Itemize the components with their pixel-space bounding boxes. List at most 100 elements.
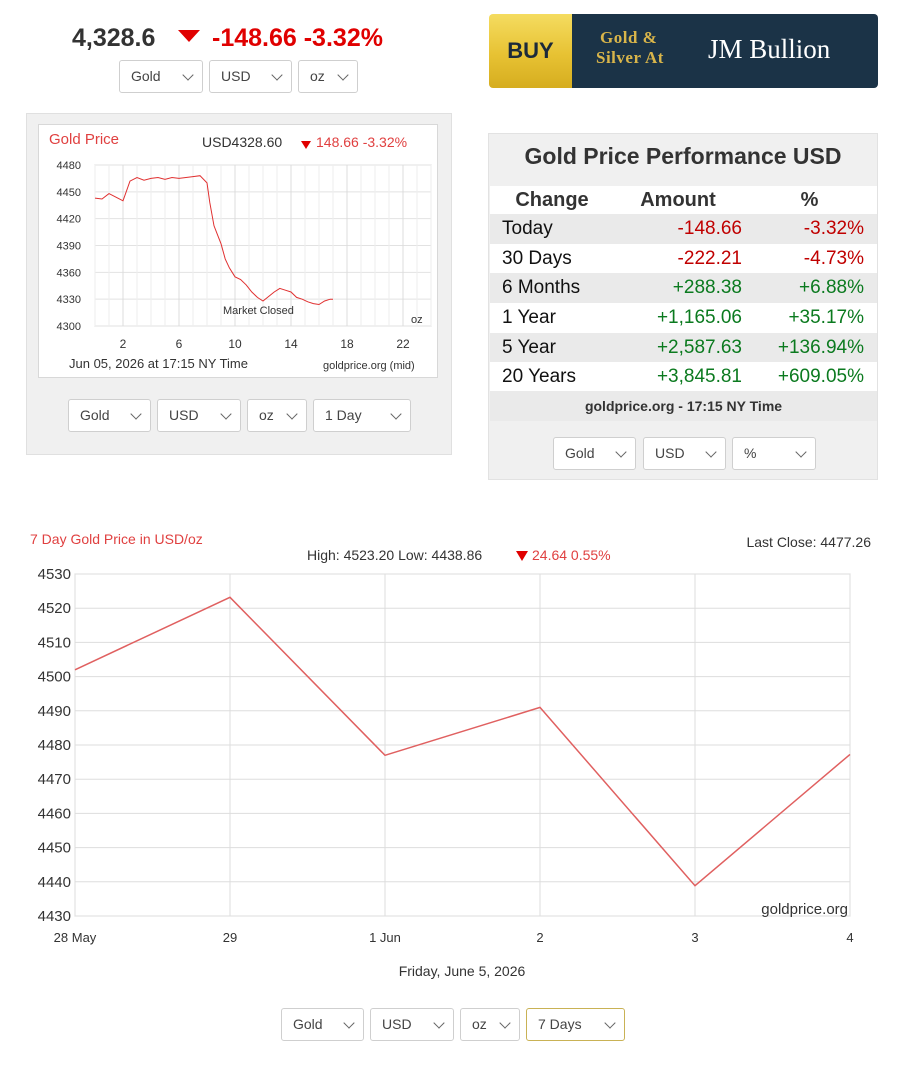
period-cell: 1 Year bbox=[490, 303, 614, 333]
header-change: Change bbox=[515, 188, 589, 211]
big-chart-series-line bbox=[74, 596, 851, 887]
big-y-tick-label: 4480 bbox=[38, 737, 71, 754]
big-unit-select[interactable]: oz bbox=[460, 1008, 520, 1041]
amount-cell: +2,587.63 bbox=[614, 332, 742, 363]
down-arrow-icon bbox=[178, 30, 200, 42]
small-chart-header-price: USD4328.60 bbox=[202, 134, 282, 150]
amount-cell: +3,845.81 bbox=[614, 362, 742, 393]
small-chart-y-ticks: 4300 4330 4360 4390 4420 4450 4480 bbox=[57, 160, 81, 333]
ad-brand-area: Gold & Silver At JM Bullion bbox=[572, 14, 878, 88]
jm-bullion-ad-banner[interactable]: BUY Gold & Silver At JM Bullion bbox=[489, 14, 878, 88]
perf-mode-select[interactable]: % bbox=[732, 437, 816, 470]
small-unit-select[interactable]: oz bbox=[247, 399, 307, 432]
big-chart-y-ticks: 4430 4440 4450 4460 4470 4480 4490 4500 4510 4520… bbox=[38, 566, 71, 925]
perf-mode-select-value: % bbox=[744, 445, 757, 461]
percent-cell: +609.05% bbox=[742, 362, 877, 393]
period-cell: 20 Years bbox=[490, 362, 614, 393]
big-x-tick-label: 4 bbox=[846, 930, 853, 945]
small-chart-x-ticks: 2 6 10 14 18 22 bbox=[120, 337, 410, 351]
small-x-tick-label: 18 bbox=[340, 337, 354, 351]
small-currency-select[interactable]: USD bbox=[157, 399, 241, 432]
table-row: Today -148.66 -3.32% bbox=[490, 214, 877, 244]
chevron-down-icon bbox=[337, 69, 349, 81]
ad-tagline-line2: Silver At bbox=[596, 48, 664, 67]
currency-select[interactable]: USD bbox=[209, 60, 292, 93]
percent-cell: +136.94% bbox=[742, 332, 877, 363]
chevron-down-icon bbox=[604, 1017, 616, 1029]
table-row: 1 Year +1,165.06 +35.17% bbox=[490, 303, 877, 333]
small-x-tick-label: 14 bbox=[284, 337, 298, 351]
big-chart-x-ticks: 28 May 29 1 Jun 2 3 4 bbox=[54, 930, 854, 945]
small-x-tick-label: 6 bbox=[176, 337, 183, 351]
jm-bullion-logo: JM Bullion bbox=[708, 34, 831, 64]
big-x-tick-label: 3 bbox=[691, 930, 698, 945]
unit-select-value: oz bbox=[310, 68, 325, 84]
chevron-down-icon bbox=[499, 1017, 511, 1029]
big-x-tick-label: 1 Jun bbox=[369, 930, 401, 945]
small-chart-grid bbox=[94, 164, 432, 327]
small-y-tick-label: 4330 bbox=[57, 294, 81, 306]
table-row: 30 Days -222.21 -4.73% bbox=[490, 243, 877, 274]
chevron-down-icon bbox=[433, 1017, 445, 1029]
big-chart-watermark: goldprice.org bbox=[761, 901, 848, 918]
table-row: 5 Year +2,587.63 +136.94% bbox=[490, 332, 877, 363]
period-cell: 30 Days bbox=[490, 243, 614, 274]
big-chart-title: 7 Day Gold Price in USD/oz bbox=[30, 531, 203, 547]
big-y-tick-label: 4430 bbox=[38, 908, 71, 925]
performance-footer: goldprice.org - 17:15 NY Time bbox=[490, 391, 877, 421]
chevron-down-icon bbox=[130, 408, 142, 420]
small-period-select[interactable]: 1 Day bbox=[313, 399, 411, 432]
small-y-tick-label: 4450 bbox=[57, 187, 81, 199]
chevron-down-icon bbox=[220, 408, 232, 420]
period-cell: 6 Months bbox=[490, 273, 614, 304]
big-down-arrow-icon bbox=[516, 551, 528, 561]
small-chart-source: goldprice.org (mid) bbox=[323, 360, 415, 372]
chevron-down-icon bbox=[343, 1017, 355, 1029]
unit-select[interactable]: oz bbox=[298, 60, 358, 93]
big-metal-select[interactable]: Gold bbox=[281, 1008, 364, 1041]
performance-header-row: Change Amount % bbox=[490, 186, 877, 214]
market-closed-annotation: Market Closed bbox=[223, 305, 294, 317]
small-chart-unit: oz bbox=[411, 314, 423, 326]
perf-currency-select[interactable]: USD bbox=[643, 437, 726, 470]
big-period-select-value: 7 Days bbox=[538, 1016, 582, 1032]
small-metal-select[interactable]: Gold bbox=[68, 399, 151, 432]
percent-cell: -4.73% bbox=[742, 243, 877, 274]
small-down-arrow-icon bbox=[301, 141, 311, 149]
header-amount: Amount bbox=[640, 188, 716, 211]
small-x-tick-label: 10 bbox=[228, 337, 242, 351]
period-cell: 5 Year bbox=[490, 332, 614, 363]
big-chart-grid bbox=[74, 573, 851, 917]
small-chart-frame: Gold Price USD4328.60 148.66 -3.32% 4300… bbox=[38, 124, 438, 378]
big-currency-select[interactable]: USD bbox=[370, 1008, 454, 1041]
table-row: 20 Years +3,845.81 +609.05% bbox=[490, 362, 877, 393]
big-chart-date-caption: Friday, June 5, 2026 bbox=[399, 963, 526, 979]
big-x-tick-label: 2 bbox=[536, 930, 543, 945]
table-row: 6 Months +288.38 +6.88% bbox=[490, 273, 877, 304]
small-x-tick-label: 22 bbox=[396, 337, 410, 351]
price-change: -148.66 -3.32% bbox=[212, 24, 383, 52]
big-unit-select-value: oz bbox=[472, 1016, 487, 1032]
amount-cell: +1,165.06 bbox=[614, 303, 742, 333]
small-period-select-value: 1 Day bbox=[325, 407, 362, 423]
metal-select[interactable]: Gold bbox=[119, 60, 203, 93]
big-x-tick-label: 28 May bbox=[54, 930, 97, 945]
big-y-tick-label: 4530 bbox=[38, 566, 71, 583]
big-period-select[interactable]: 7 Days bbox=[526, 1008, 625, 1041]
small-currency-select-value: USD bbox=[169, 407, 199, 423]
small-chart-date: Jun 05, 2026 at 17:15 NY Time bbox=[69, 356, 248, 371]
chevron-down-icon bbox=[390, 408, 402, 420]
percent-cell: -3.32% bbox=[742, 214, 877, 244]
buy-button[interactable]: BUY bbox=[489, 14, 572, 88]
big-y-tick-label: 4460 bbox=[38, 805, 71, 822]
performance-table: Change Amount % Today -148.66 -3.32% 30 Da… bbox=[490, 186, 877, 393]
small-chart-header-change: 148.66 -3.32% bbox=[316, 134, 407, 150]
perf-metal-select[interactable]: Gold bbox=[553, 437, 636, 470]
small-x-tick-label: 2 bbox=[120, 337, 127, 351]
percent-cell: +35.17% bbox=[742, 303, 877, 333]
chevron-down-icon bbox=[615, 446, 627, 458]
chevron-down-icon bbox=[182, 69, 194, 81]
perf-metal-select-value: Gold bbox=[565, 445, 595, 461]
header-percent: % bbox=[800, 188, 819, 211]
big-metal-select-value: Gold bbox=[293, 1016, 323, 1032]
